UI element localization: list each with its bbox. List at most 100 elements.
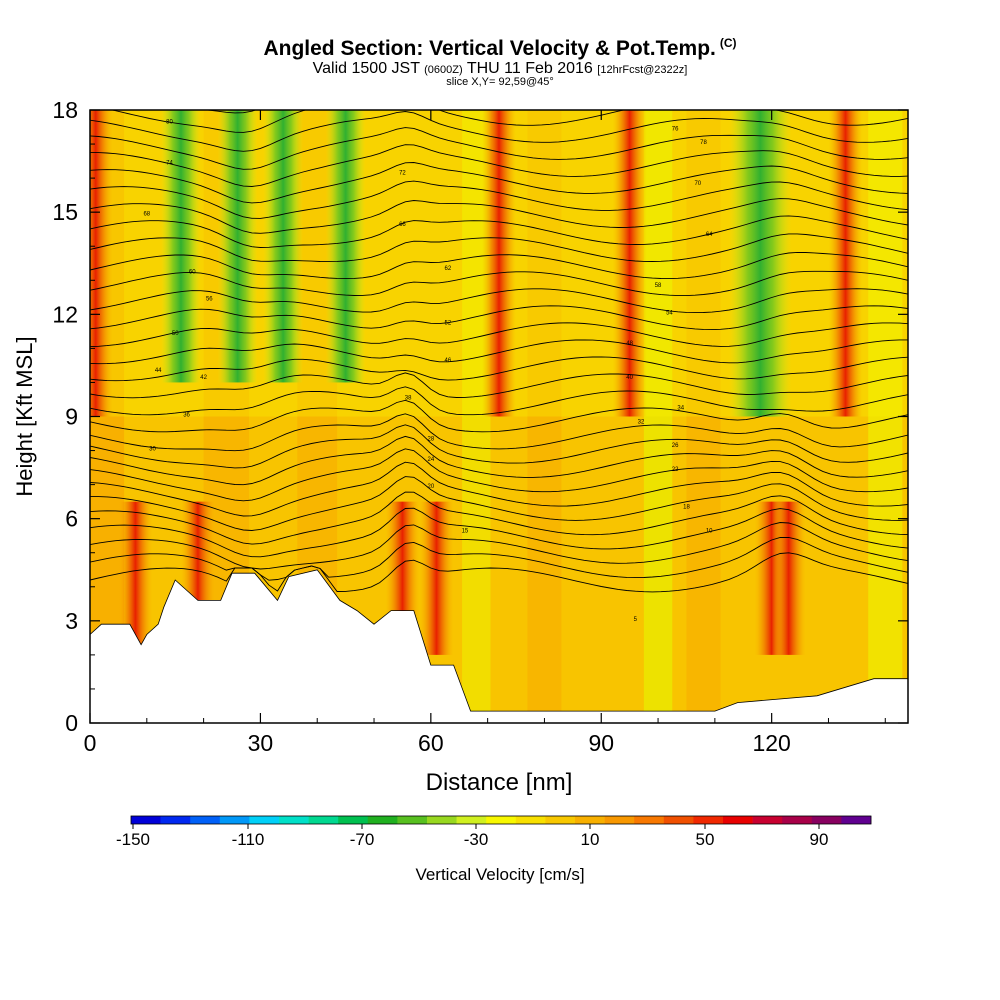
theta-contour-label: 42 — [200, 375, 207, 381]
chart-subtitle: Valid 1500 JST (0600Z) THU 11 Feb 2016 [… — [312, 60, 688, 77]
theta-contour-label: 38 — [405, 395, 412, 401]
colorbar-swatch — [160, 816, 191, 824]
theta-contour-label: 54 — [666, 310, 673, 316]
theta-contour-label: 30 — [149, 447, 156, 453]
theta-contour-label: 18 — [683, 504, 690, 510]
theta-contour-label: 76 — [672, 126, 679, 132]
colorbar-swatch — [456, 816, 487, 824]
theta-contour-line — [90, 162, 908, 204]
theta-contour-label: 52 — [445, 321, 452, 327]
theta-contour-line — [201, 110, 257, 114]
theta-contour-line — [90, 180, 908, 219]
velocity-band — [868, 110, 903, 723]
x-tick-label: 120 — [752, 730, 790, 756]
theta-contour-label: 46 — [445, 358, 452, 364]
colorbar-swatch — [575, 816, 605, 824]
theta-contour-label: 68 — [143, 212, 150, 218]
y-axis-label: Height [Kft MSL] — [12, 336, 37, 496]
theta-contour-label: 20 — [427, 484, 434, 490]
theta-contour-label: 62 — [445, 266, 452, 272]
colorbar-swatch — [367, 816, 398, 824]
x-tick-label: 0 — [84, 730, 97, 756]
colorbar-swatch — [219, 816, 250, 824]
colorbar-tick-label: -150 — [116, 830, 150, 849]
colorbar-swatch — [308, 816, 339, 824]
theta-contour-label: 56 — [206, 297, 213, 303]
theta-contour-line — [90, 372, 908, 399]
theta-contour-label: 48 — [626, 341, 633, 347]
colorbar-tick-label: -30 — [464, 830, 489, 849]
theta-contour-label: 78 — [700, 140, 707, 146]
y-tick-label: 12 — [52, 301, 78, 327]
theta-contour-line — [90, 461, 908, 517]
y-tick-label: 0 — [65, 710, 78, 736]
colorbar-swatch — [249, 816, 280, 824]
theta-contour-line — [90, 215, 908, 248]
y-tick-label: 18 — [52, 97, 78, 123]
updraft-column — [481, 110, 517, 417]
chart-title: Angled Section: Vertical Velocity & Pot.… — [263, 36, 737, 60]
theta-contour-label: 32 — [638, 419, 645, 425]
theta-contour-label: 44 — [155, 368, 162, 374]
colorbar: -150 -110 -70 -30 10 50 90 Vertical Velocity [c… — [116, 815, 872, 884]
colorbar-swatch — [723, 816, 753, 824]
theta-contour-line — [90, 233, 908, 263]
colorbar-tick-label: 90 — [810, 830, 829, 849]
slice-label: slice X,Y= 92,59@45° — [446, 76, 554, 88]
theta-contour-label: 36 — [183, 413, 190, 419]
theta-contours — [90, 110, 908, 593]
theta-contour-line — [90, 413, 908, 452]
theta-contour-label: 22 — [672, 467, 679, 473]
theta-contour-label: 34 — [677, 406, 684, 412]
colorbar-swatch — [427, 816, 457, 824]
theta-contour-label: 66 — [399, 222, 406, 228]
colorbar-label: Vertical Velocity [cm/s] — [415, 865, 584, 884]
y-tick-label: 15 — [52, 199, 78, 225]
theta-contour-label: 28 — [427, 436, 434, 442]
theta-contour-line — [110, 110, 908, 133]
theta-contour-label: 72 — [399, 171, 406, 177]
updraft-column — [828, 110, 863, 417]
theta-contour-label: 64 — [706, 232, 713, 238]
downdraft-column — [729, 110, 792, 417]
theta-contour-label: 50 — [172, 331, 179, 337]
downdraft-column — [325, 110, 366, 383]
theta-contour-line — [90, 552, 908, 593]
theta-contour-line — [90, 356, 908, 382]
colorbar-swatch — [131, 816, 161, 824]
theta-contour-line — [90, 111, 908, 152]
theta-contour-line — [90, 288, 908, 314]
colorbar-swatch — [397, 816, 428, 824]
colorbar-frame — [130, 815, 872, 825]
colorbar-swatch — [841, 816, 872, 824]
colorbar-swatch — [545, 816, 576, 824]
colorbar-swatch — [663, 816, 694, 824]
x-tick-label: 30 — [248, 730, 274, 756]
updraft-column — [419, 501, 454, 655]
theta-contour-line — [90, 491, 908, 545]
colorbar-swatch — [811, 816, 842, 824]
colorbar-swatch — [190, 816, 221, 824]
theta-contour-line — [90, 448, 908, 502]
theta-contour-label: 80 — [166, 120, 173, 126]
theta-contour-labels: 5 10 15 18 20 22 24 26 28 30 32 34 36 38 40 42 44 46 48 50 5… — [143, 120, 713, 623]
theta-contour-label: 70 — [694, 181, 701, 187]
theta-contour-line — [90, 305, 908, 331]
theta-contour-line — [90, 399, 908, 433]
theta-contour-line — [90, 198, 908, 234]
x-tick-label: 90 — [588, 730, 614, 756]
colorbar-tick-label: -110 — [232, 830, 265, 849]
theta-contour-line — [90, 339, 908, 365]
theta-contour-line — [90, 251, 908, 280]
colorbar-swatch — [338, 816, 369, 824]
updraft-column — [90, 110, 113, 417]
colorbar-swatch — [279, 816, 309, 824]
velocity-band — [527, 110, 562, 723]
theta-contour-label: 26 — [672, 443, 679, 449]
theta-contour-label: 10 — [706, 528, 713, 534]
colorbar-tick-label: 50 — [696, 830, 715, 849]
theta-contour-line — [90, 536, 908, 581]
theta-contour-line — [90, 127, 908, 170]
y-tick-label: 3 — [65, 608, 78, 634]
